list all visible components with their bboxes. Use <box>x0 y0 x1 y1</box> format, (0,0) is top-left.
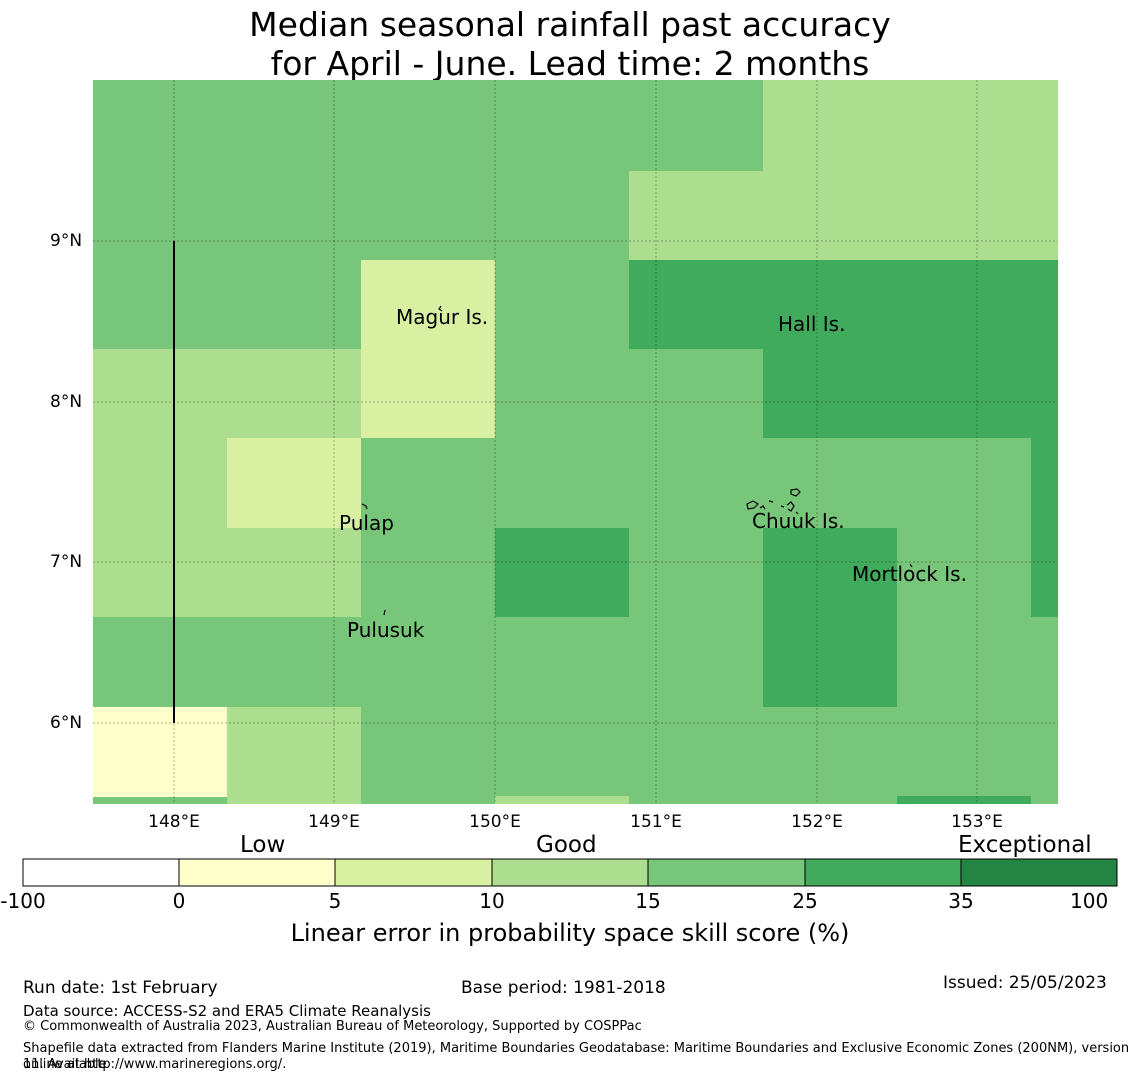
legend-tick: 15 <box>635 889 661 913</box>
grid-cell <box>1031 438 1058 617</box>
legend-category-good: Good <box>536 832 597 858</box>
shapefile-credit-line2: online at http://www.marineregions.org/. <box>23 1057 287 1072</box>
legend-tick: 10 <box>479 889 505 913</box>
grid-cell <box>629 260 1058 349</box>
colorbar-segment-4 <box>647 858 806 887</box>
legend-tick: 5 <box>328 889 342 913</box>
island-outlines <box>361 305 913 616</box>
legend-tick: 35 <box>948 889 974 913</box>
data-source: Data source: ACCESS-S2 and ERA5 Climate … <box>23 1002 431 1020</box>
place-label-hall: Hall Is. <box>778 312 846 336</box>
map-title-line1: Median seasonal rainfall past accuracy <box>249 5 891 44</box>
place-label-pulusuk: Pulusuk <box>347 618 425 642</box>
run-date: Run date: 1st February <box>23 978 218 998</box>
lon-label-151e: 151°E <box>630 812 682 832</box>
lon-label-152e: 152°E <box>791 812 843 832</box>
colorbar <box>22 858 1118 887</box>
colorbar-segment-3 <box>491 858 649 887</box>
grid-cell <box>495 528 629 617</box>
grid-cell <box>227 528 361 617</box>
base-period: Base period: 1981-2018 <box>461 978 666 998</box>
colorbar-segment-0 <box>22 858 180 887</box>
lat-label-8n: 8°N <box>50 392 83 412</box>
map-title-line2: for April - June. Lead time: 2 months <box>270 44 870 83</box>
lat-label-9n: 9°N <box>50 231 83 251</box>
pulap-island-shape <box>361 503 368 510</box>
grid-cell <box>763 349 1058 438</box>
legend-tick: 25 <box>792 889 818 913</box>
pulusuk-island-shape <box>383 609 386 616</box>
place-label-chuuk: Chuuk Is. <box>752 509 845 533</box>
colorbar-segment-6 <box>960 858 1118 887</box>
lon-label-149e: 149°E <box>308 812 360 832</box>
issued-date: Issued: 25/05/2023 <box>943 973 1107 993</box>
grid-cell <box>93 707 227 797</box>
copyright: © Commonwealth of Australia 2023, Austra… <box>23 1019 642 1034</box>
skill-grid <box>93 80 1058 804</box>
grid-cell <box>93 349 361 438</box>
grid-cell <box>897 796 1031 804</box>
grid-cell <box>93 438 227 617</box>
grid-cell <box>763 528 897 707</box>
grid-cell <box>495 796 629 804</box>
legend-tick: 0 <box>172 889 186 913</box>
lon-label-153e: 153°E <box>951 812 1003 832</box>
colorbar-segment-5 <box>804 858 962 887</box>
mortlock-island-shape <box>909 563 913 568</box>
lat-label-7n: 7°N <box>50 552 83 572</box>
colorbar-segment-1 <box>178 858 336 887</box>
lon-label-148e: 148°E <box>148 812 200 832</box>
chuuk-lagoon-shape <box>746 488 801 515</box>
magur-island-shape <box>438 305 443 312</box>
grid-cell <box>763 80 1058 171</box>
grid-cell <box>227 438 361 528</box>
place-label-mortlock: Mortlock Is. <box>852 562 967 586</box>
place-label-magur: Magur Is. <box>396 305 489 329</box>
colorbar-segment-2 <box>334 858 493 887</box>
legend-tick: -100 <box>0 889 46 913</box>
lat-label-6n: 6°N <box>50 713 83 733</box>
grid-cell <box>227 707 361 804</box>
place-label-pulap: Pulap <box>339 511 394 535</box>
legend-tick: 100 <box>1070 889 1109 913</box>
grid-cell <box>361 260 495 438</box>
legend-category-low: Low <box>240 832 286 858</box>
lon-label-150e: 150°E <box>469 812 521 832</box>
grid-cell <box>629 171 1058 260</box>
shapefile-credit-line1: Shapefile data extracted from Flanders M… <box>23 1041 1130 1072</box>
legend-title: Linear error in probability space skill … <box>290 919 850 947</box>
legend-category-exceptional: Exceptional <box>958 832 1092 858</box>
